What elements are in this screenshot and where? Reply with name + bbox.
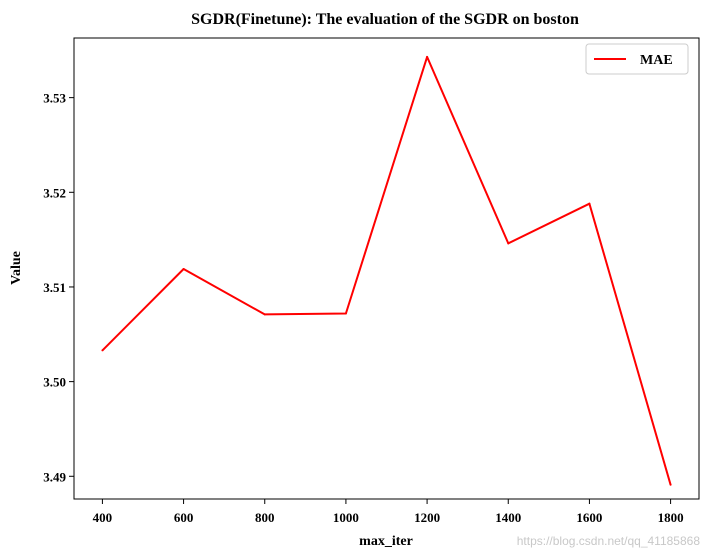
x-axis-label: max_iter (359, 534, 413, 549)
x-tick-label: 600 (174, 510, 194, 525)
series-layer (101, 55, 672, 486)
y-axis: 3.49 3.50 3.51 3.52 3.53 (43, 91, 74, 484)
data-point-mae (263, 313, 266, 316)
data-point-mae (101, 349, 104, 352)
data-point-mae (344, 312, 347, 315)
x-tick-label: 1800 (658, 510, 684, 525)
series-line-mae (101, 55, 672, 486)
legend-label-mae: MAE (640, 53, 673, 68)
legend: MAE (585, 43, 689, 75)
y-tick-label: 3.53 (43, 91, 66, 106)
y-tick-label: 3.49 (43, 469, 66, 484)
data-point-mae (588, 202, 591, 205)
x-tick-label: 1000 (333, 510, 359, 525)
y-tick-label: 3.51 (43, 280, 66, 295)
chart-title: SGDR(Finetune): The evaluation of the SG… (191, 11, 579, 28)
x-tick-label: 1400 (495, 510, 521, 525)
y-axis-label: Value (9, 251, 24, 285)
x-tick-label: 1200 (414, 510, 440, 525)
y-tick-label: 3.50 (43, 375, 66, 390)
x-tick-label: 1600 (576, 510, 602, 525)
x-tick-label: 800 (255, 510, 275, 525)
watermark-text: https://blog.csdn.net/qq_41185868 (517, 534, 701, 548)
y-tick-label: 3.52 (43, 185, 66, 200)
legend-box (585, 43, 689, 75)
x-axis: 400 600 800 1000 1200 1400 1600 1800 (93, 499, 684, 525)
x-tick-label: 400 (93, 510, 113, 525)
plot-frame (73, 37, 700, 500)
data-point-mae (507, 242, 510, 245)
data-point-mae (182, 267, 185, 270)
data-point-mae (426, 55, 429, 58)
data-point-mae (669, 483, 672, 486)
